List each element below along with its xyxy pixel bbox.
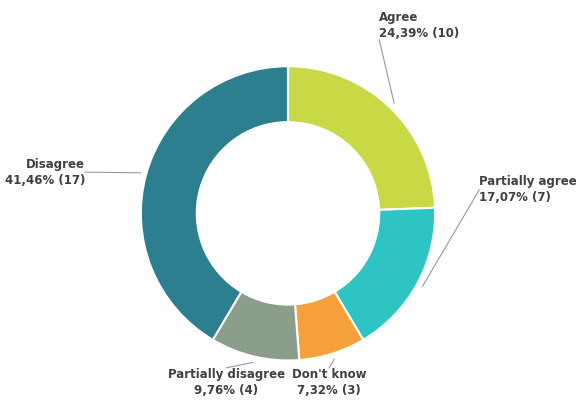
Text: Partially disagree
9,76% (4): Partially disagree 9,76% (4) [168,368,285,397]
Wedge shape [295,292,363,360]
Wedge shape [141,66,288,340]
Text: Partially agree
17,07% (7): Partially agree 17,07% (7) [479,176,576,204]
Wedge shape [213,292,300,360]
Wedge shape [335,208,435,340]
Text: Agree
24,39% (10): Agree 24,39% (10) [379,11,460,40]
Text: Don't know
7,32% (3): Don't know 7,32% (3) [292,368,366,397]
Text: Disagree
41,46% (17): Disagree 41,46% (17) [5,158,85,187]
Wedge shape [288,66,435,210]
